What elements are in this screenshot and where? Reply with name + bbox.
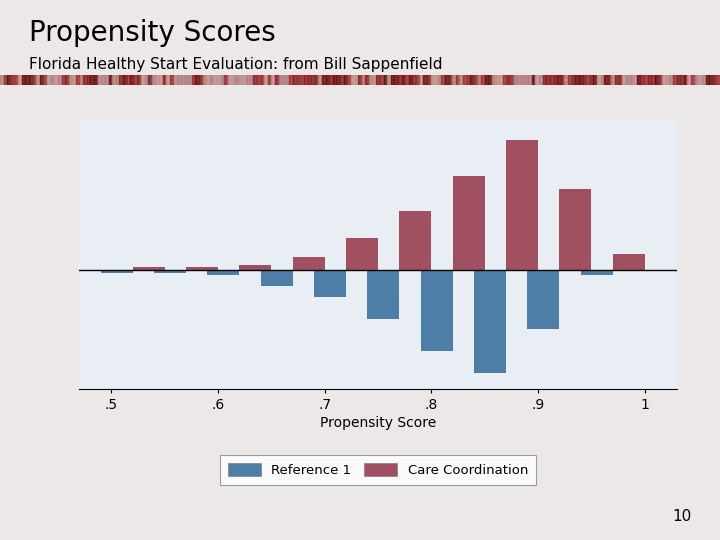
Bar bbox=[292, 256, 325, 270]
Bar bbox=[474, 270, 506, 373]
Bar bbox=[613, 254, 645, 270]
Bar bbox=[261, 270, 292, 286]
Bar bbox=[581, 270, 613, 275]
Bar bbox=[207, 270, 239, 275]
Bar bbox=[132, 267, 165, 270]
Bar bbox=[186, 267, 218, 270]
Bar bbox=[367, 270, 400, 319]
Text: 10: 10 bbox=[672, 509, 691, 524]
Bar bbox=[346, 238, 378, 270]
X-axis label: Propensity Score: Propensity Score bbox=[320, 416, 436, 430]
Legend: Reference 1, Care Coordination: Reference 1, Care Coordination bbox=[220, 455, 536, 485]
Bar bbox=[506, 140, 538, 270]
Text: Florida Healthy Start Evaluation: from Bill Sappenfield: Florida Healthy Start Evaluation: from B… bbox=[29, 57, 442, 72]
Bar bbox=[239, 265, 271, 270]
Bar bbox=[420, 270, 453, 351]
Bar bbox=[314, 270, 346, 297]
Bar bbox=[400, 211, 431, 270]
Bar bbox=[559, 189, 591, 270]
Bar bbox=[453, 176, 485, 270]
Bar bbox=[527, 270, 559, 329]
Text: Propensity Scores: Propensity Scores bbox=[29, 19, 276, 47]
Bar bbox=[154, 270, 186, 273]
Bar bbox=[101, 270, 132, 273]
